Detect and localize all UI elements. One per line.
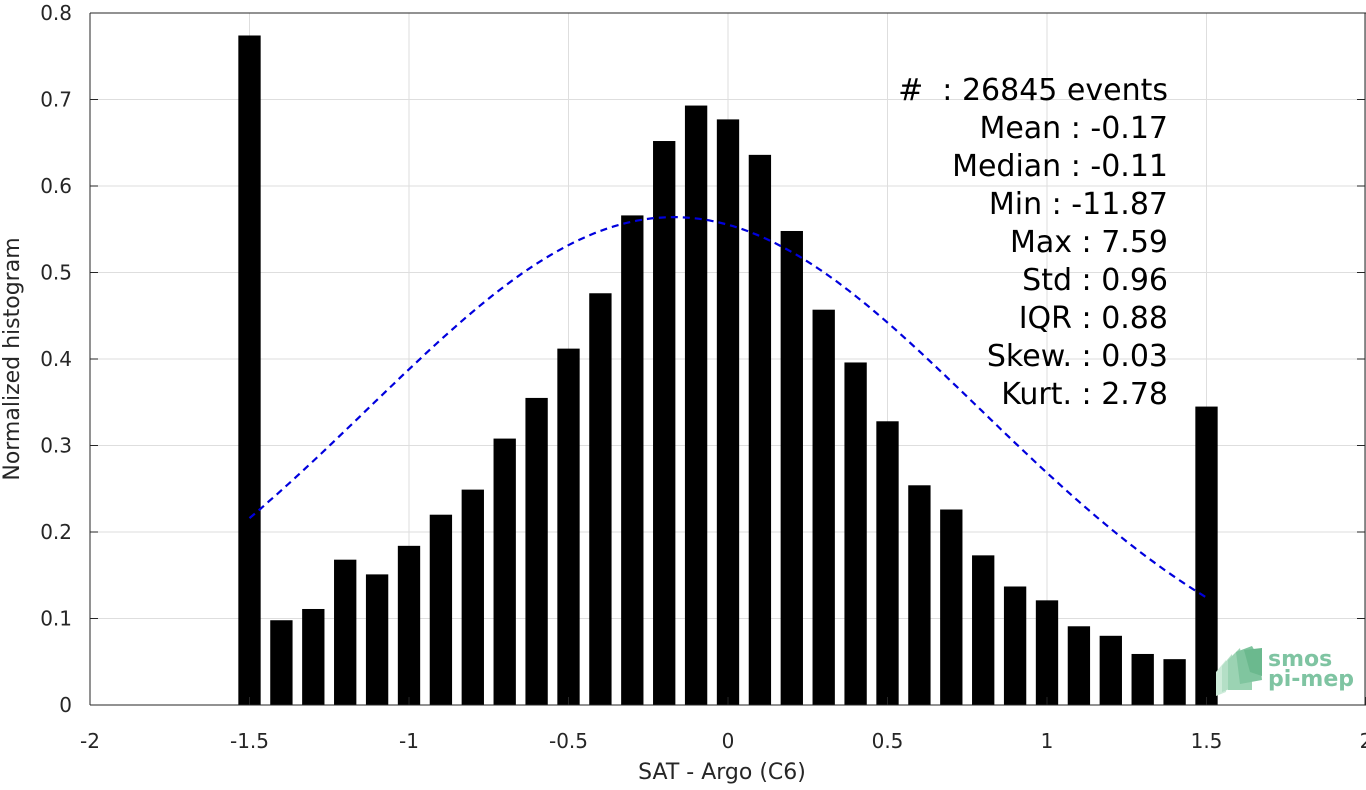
axes: [89, 12, 1366, 706]
histogram-bar: [1067, 626, 1091, 705]
histogram-bar: [621, 215, 644, 705]
logo-text-pi-mep: pi-mep: [1268, 667, 1354, 692]
x-axis-label: SAT - Argo (C6): [638, 760, 806, 785]
histogram-bar: [653, 141, 676, 705]
histogram-bar: [940, 509, 963, 705]
x-tick-label: 1.5: [1191, 729, 1223, 753]
stats-line: Median : -0.11: [952, 149, 1168, 184]
histogram-bar: [365, 574, 389, 705]
x-tick-label: -0.5: [549, 729, 588, 753]
x-tick-label: -1.5: [230, 729, 269, 753]
y-tick-label: 0: [59, 693, 72, 717]
histogram-bar: [270, 620, 293, 705]
histogram-bar: [461, 489, 484, 705]
fit-curve-line: [248, 215, 1208, 599]
histogram-bar: [525, 397, 548, 705]
y-tick-label: 0.2: [40, 520, 72, 544]
histogram-bar: [429, 514, 453, 705]
x-tick-label: 2: [1360, 729, 1366, 753]
histogram-bar: [844, 362, 867, 705]
histogram-bar: [908, 485, 931, 705]
stats-line: # : 26845 events: [898, 73, 1168, 108]
histogram-bar: [334, 559, 357, 705]
smos-pimep-logo: smos pi-mep: [1216, 646, 1354, 696]
y-tick-label: 0.5: [40, 261, 72, 285]
x-tick-label: -1: [399, 729, 419, 753]
histogram-bar: [1195, 406, 1218, 705]
stats-line: Mean : -0.17: [979, 111, 1168, 146]
histogram-bar: [1035, 600, 1059, 705]
y-tick-label: 0.7: [40, 88, 72, 112]
y-tick-label: 0.1: [40, 607, 72, 631]
histogram-bar: [972, 555, 995, 705]
stats-line: Kurt. : 2.78: [1001, 377, 1168, 412]
histogram-bar: [493, 438, 516, 705]
stats-line: Std : 0.96: [1022, 263, 1168, 298]
stats-line: Min : -11.87: [989, 187, 1168, 222]
histogram-bar: [238, 35, 261, 706]
x-tick-label: 0.5: [872, 729, 904, 753]
histogram-bar: [1003, 586, 1027, 705]
stats-line: IQR : 0.88: [1019, 301, 1168, 336]
histogram-bar: [1099, 635, 1122, 705]
x-tick-label: -2: [80, 729, 100, 753]
histogram-bar: [748, 154, 772, 706]
histogram-bar: [302, 608, 325, 705]
x-tick-label: 1: [1041, 729, 1054, 753]
y-tick-label: 0.8: [40, 1, 72, 25]
histogram-bar: [557, 348, 580, 705]
y-tick-label: 0.3: [40, 434, 72, 458]
histogram-bar: [1163, 659, 1186, 705]
stats-line: Max : 7.59: [1010, 225, 1168, 260]
tick-labels: -2 -1.5 -1 -0.5 0 0.5 1 1.5 2 0 0.1 0.2 0.3 0.4 0.5 0.6…: [40, 1, 1366, 753]
logo-text-smos: smos: [1268, 647, 1332, 672]
x-tick-label: 0: [722, 729, 735, 753]
histogram-bar: [716, 119, 740, 705]
y-axis-label: Normalized histogram: [0, 237, 25, 480]
stats-line: Skew. : 0.03: [987, 339, 1168, 374]
y-tick-label: 0.4: [40, 347, 72, 371]
y-tick-label: 0.6: [40, 174, 72, 198]
histogram-bar: [1131, 653, 1154, 705]
gaussian-fit-curve: [248, 215, 1208, 599]
histogram-bars: [238, 35, 1218, 706]
histogram-bar: [812, 309, 835, 705]
histogram-bar: [397, 545, 421, 705]
logo-icon: [1216, 646, 1262, 696]
histogram-bar: [684, 105, 708, 706]
histogram-bar: [876, 421, 899, 705]
histogram-bar: [589, 293, 612, 705]
histogram-bar: [780, 230, 803, 706]
